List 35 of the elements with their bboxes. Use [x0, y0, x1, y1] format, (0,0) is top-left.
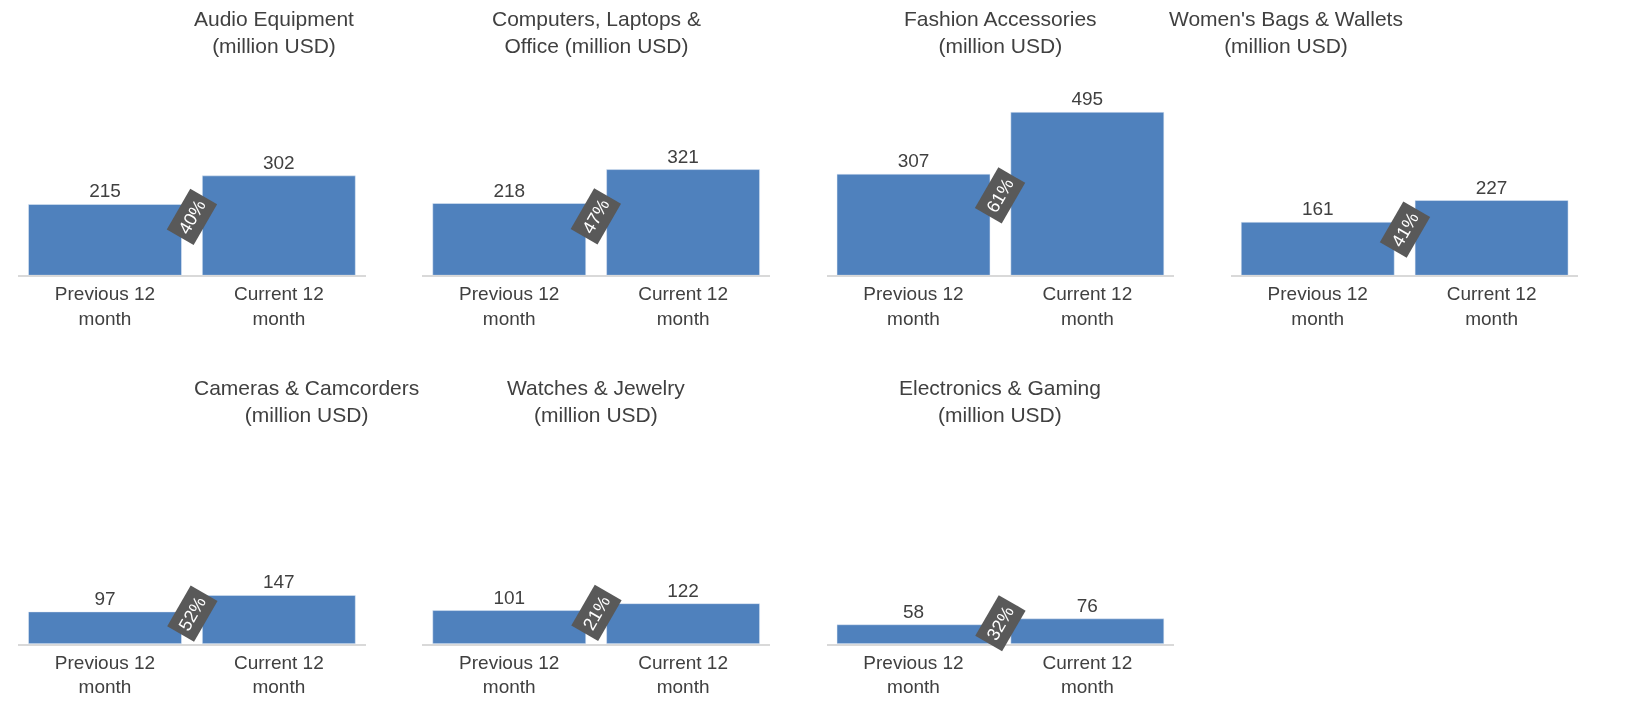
- x-tick-label: Previous 12 month: [459, 283, 560, 329]
- data-label: 495: [1071, 88, 1104, 110]
- data-label: 302: [262, 151, 295, 173]
- chart-title: Fashion Accessories (million USD): [904, 7, 1097, 58]
- x-tick-label: Current 12 month: [233, 283, 324, 329]
- x-tick-label: Current 12 month: [1042, 283, 1133, 329]
- chart-title: Computers, Laptops & Office (million USD): [492, 7, 701, 58]
- x-tick-label: Previous 12 month: [54, 651, 156, 698]
- data-label: 161: [1301, 198, 1334, 220]
- chart-title: Watches & Jewelry (million USD): [507, 376, 686, 427]
- data-label: 227: [1475, 176, 1508, 198]
- data-label: 307: [897, 150, 930, 172]
- data-label: 321: [667, 145, 699, 167]
- data-label: 76: [1076, 594, 1098, 616]
- chart-title: Women's Bags & Wallets (million USD): [1169, 7, 1403, 58]
- chart-title: Audio Equipment (million USD): [194, 7, 355, 58]
- x-tick-label: Previous 12 month: [54, 283, 156, 329]
- x-tick-label: Current 12 month: [233, 651, 324, 698]
- x-tick-label: Current 12 month: [638, 651, 728, 698]
- data-label: 97: [94, 587, 116, 609]
- x-tick-label: Current 12 month: [1446, 283, 1537, 329]
- x-tick-label: Current 12 month: [638, 283, 728, 329]
- x-tick-label: Previous 12 month: [1267, 283, 1368, 329]
- data-label: 215: [89, 180, 121, 202]
- x-tick-label: Previous 12 month: [863, 651, 964, 698]
- data-label: 58: [902, 600, 925, 622]
- x-tick-label: Current 12 month: [1042, 651, 1133, 698]
- data-label: 218: [493, 179, 526, 201]
- x-tick-label: Previous 12 month: [459, 651, 560, 698]
- data-label: 101: [493, 586, 526, 608]
- data-label: 122: [667, 579, 699, 601]
- chart-title: Electronics & Gaming (million USD): [899, 376, 1101, 427]
- chart-title: Cameras & Camcorders (million USD): [194, 376, 420, 427]
- data-label: 147: [262, 571, 295, 593]
- x-tick-label: Previous 12 month: [863, 283, 964, 329]
